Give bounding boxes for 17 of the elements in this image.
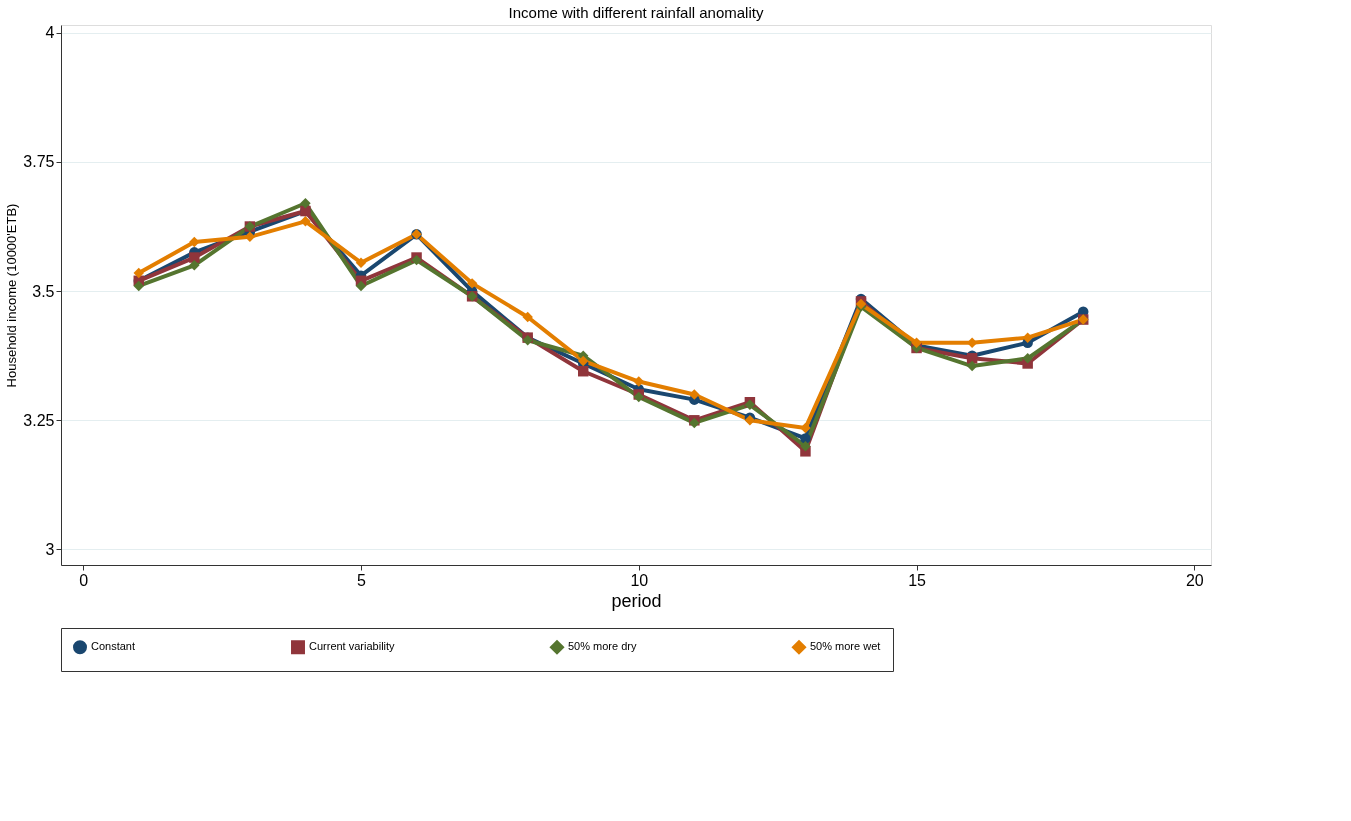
- chart-title: Income with different rainfall anomality: [508, 3, 764, 21]
- y-tick-label: 4: [45, 24, 55, 42]
- legend-label: Constant: [91, 640, 136, 653]
- y-axis-title: Household income (10000'ETB): [4, 203, 20, 388]
- x-axis-title: period: [611, 590, 662, 611]
- legend-label: 50% more wet: [810, 640, 881, 653]
- y-tick-label: 3: [45, 541, 55, 558]
- x-tick-label: 10: [630, 571, 649, 589]
- y-tick-label: 3.5: [32, 282, 55, 300]
- x-tick-label: 5: [357, 571, 367, 589]
- legend-label: Current variability: [309, 640, 396, 653]
- y-tick-label: 3.75: [23, 153, 55, 171]
- x-tick-label: 20: [1185, 571, 1204, 589]
- x-tick-label: 0: [79, 571, 89, 589]
- y-tick-label: 3.25: [23, 411, 55, 429]
- x-tick-label: 15: [908, 571, 927, 589]
- legend-label: 50% more dry: [568, 640, 637, 653]
